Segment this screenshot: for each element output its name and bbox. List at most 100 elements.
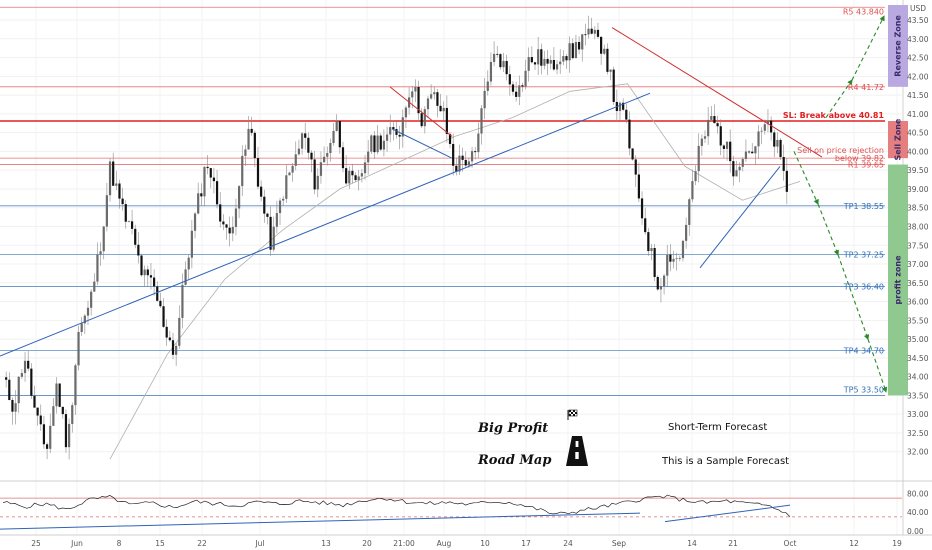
level-label: TP3 36.40 bbox=[843, 283, 884, 292]
candle-body bbox=[725, 141, 729, 149]
candle-body bbox=[5, 377, 8, 380]
y-tick-label: 42.00 bbox=[907, 72, 929, 81]
candle-body bbox=[732, 161, 735, 177]
candle-body bbox=[304, 133, 307, 138]
level-label: below 39.82 bbox=[835, 154, 884, 163]
candle-body bbox=[644, 218, 647, 233]
candle-body bbox=[228, 227, 231, 234]
candle-body bbox=[766, 120, 770, 125]
candle-body bbox=[593, 29, 596, 34]
candle-body bbox=[153, 277, 156, 287]
candle-body bbox=[134, 228, 137, 245]
candle-body bbox=[540, 49, 543, 66]
level-labels: R5 43.840 R4 41.72 SL: Break above 40.81 Se… bbox=[783, 7, 885, 394]
candle-body bbox=[237, 186, 241, 209]
candle-body bbox=[96, 254, 99, 282]
candle-body bbox=[297, 148, 301, 155]
candle-body bbox=[659, 286, 663, 290]
candle-body bbox=[722, 145, 725, 149]
candle-body bbox=[533, 62, 537, 65]
candle-body bbox=[49, 425, 52, 449]
y-tick-label: 41.50 bbox=[907, 91, 929, 100]
candle-body bbox=[467, 161, 471, 166]
candle-body bbox=[612, 69, 615, 102]
candle-body bbox=[738, 166, 741, 171]
candle-body bbox=[559, 61, 562, 65]
candle-body bbox=[197, 193, 200, 214]
candle-body bbox=[354, 175, 357, 181]
zone-label: Sell Zone bbox=[894, 118, 903, 160]
time-axis[interactable]: 25 Jun 8 15 22 Jul 13 20 21:00 Aug 10 17 24 Sep 14 21 Oc… bbox=[0, 534, 932, 548]
candle-body bbox=[524, 70, 527, 87]
candle-body bbox=[489, 61, 493, 82]
candle-body bbox=[496, 53, 499, 55]
candle-body bbox=[694, 171, 697, 182]
candle-body bbox=[751, 151, 754, 154]
candle-body bbox=[99, 251, 102, 255]
candle-body bbox=[499, 54, 502, 68]
candle-body bbox=[8, 379, 11, 400]
candle-body bbox=[345, 168, 348, 184]
candle-body bbox=[420, 113, 423, 127]
candlestick-series bbox=[5, 15, 788, 460]
y-tick-label: 33.00 bbox=[907, 410, 929, 419]
candle-body bbox=[209, 168, 212, 178]
y-tick-label: 42.50 bbox=[907, 54, 929, 63]
candle-body bbox=[552, 60, 556, 70]
candle-body bbox=[640, 198, 644, 219]
candle-body bbox=[757, 131, 760, 147]
candle-body bbox=[741, 159, 744, 167]
candle-body bbox=[17, 376, 20, 404]
candle-body bbox=[492, 53, 496, 62]
level-label: R5 43.840 bbox=[843, 7, 884, 16]
x-tick-label: Oct bbox=[784, 539, 797, 548]
candle-body bbox=[332, 130, 335, 144]
candle-body bbox=[546, 58, 549, 64]
forecast-arrow-down bbox=[837, 254, 870, 341]
currency-label: USD bbox=[910, 4, 926, 13]
candle-body bbox=[351, 170, 354, 176]
rsi-tick-label: 0.00 bbox=[907, 527, 924, 536]
candle-body bbox=[33, 395, 36, 408]
candle-body bbox=[568, 43, 571, 61]
candle-body bbox=[448, 134, 452, 144]
candle-body bbox=[625, 109, 628, 120]
candle-body bbox=[590, 28, 593, 34]
candle-body bbox=[294, 154, 297, 166]
zone-band bbox=[888, 164, 908, 396]
candle-body bbox=[121, 198, 124, 205]
candle-body bbox=[433, 92, 436, 95]
candle-body bbox=[398, 134, 401, 137]
candle-body bbox=[634, 159, 637, 175]
candle-body bbox=[666, 254, 669, 276]
candle-body bbox=[770, 120, 773, 133]
candle-body bbox=[244, 149, 247, 156]
candle-body bbox=[455, 165, 458, 172]
x-tick-label: Sep bbox=[612, 539, 626, 548]
level-label: SL: Break above 40.81 bbox=[783, 111, 885, 120]
candle-body bbox=[785, 170, 788, 192]
zone-labels: Reverse Zone Sell Zone profit zone bbox=[894, 15, 903, 305]
forecast-arrow-up bbox=[825, 79, 853, 118]
candle-body bbox=[382, 140, 386, 150]
candle-body bbox=[631, 148, 634, 160]
candle-body bbox=[222, 221, 225, 225]
candle-body bbox=[14, 403, 17, 412]
forecast-subtitle: This is a Sample Forecast bbox=[661, 456, 789, 467]
level-label: Sell on price rejection bbox=[797, 146, 884, 155]
candle-body bbox=[389, 127, 392, 135]
candle-body bbox=[181, 284, 184, 318]
x-tick-label: 12 bbox=[849, 539, 859, 548]
y-tick-label: 38.50 bbox=[907, 204, 929, 213]
candle-body bbox=[754, 146, 757, 154]
candle-body bbox=[707, 119, 710, 137]
candle-body bbox=[319, 162, 323, 176]
candle-body bbox=[423, 109, 426, 127]
level-label: TP4 34.70 bbox=[843, 346, 884, 355]
candle-body bbox=[584, 34, 587, 36]
candle-body bbox=[247, 128, 250, 150]
candle-body bbox=[193, 213, 197, 231]
candle-body bbox=[747, 151, 751, 153]
price-axis[interactable]: USD 43.50 43.00 42.50 42.00 41.50 41.00 40.50 4… bbox=[907, 4, 929, 457]
candle-body bbox=[502, 60, 505, 68]
